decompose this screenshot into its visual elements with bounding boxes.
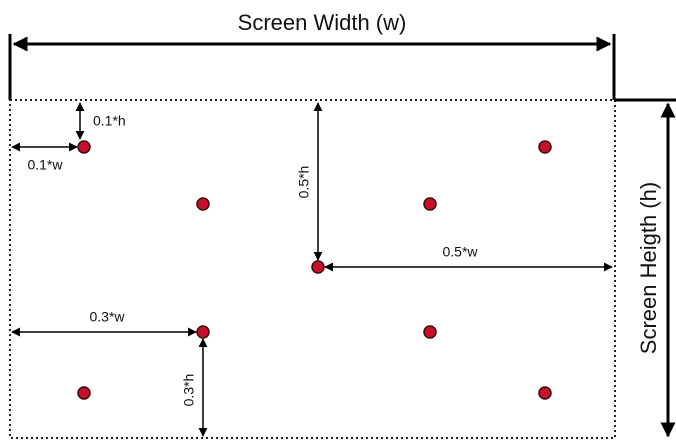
annotation: 0.1*w — [27, 157, 63, 173]
target-dot — [423, 197, 437, 211]
screen-outline — [9, 99, 616, 439]
target-dot — [538, 140, 552, 154]
target-dot — [423, 325, 437, 339]
target-dot — [196, 325, 210, 339]
annotation: 0.5*h — [296, 166, 312, 199]
annotation: 0.3*h — [181, 374, 197, 407]
target-dot — [77, 386, 91, 400]
target-dot — [77, 140, 91, 154]
height-label: Screen Heigth (h) — [636, 182, 661, 354]
target-dot — [196, 197, 210, 211]
annotation: 0.1*h — [93, 113, 126, 129]
target-dot — [538, 386, 552, 400]
annotation: 0.3*w — [89, 309, 125, 325]
annotation: 0.5*w — [442, 244, 478, 260]
width-label: Screen Width (w) — [238, 10, 407, 35]
target-dot — [311, 260, 325, 274]
